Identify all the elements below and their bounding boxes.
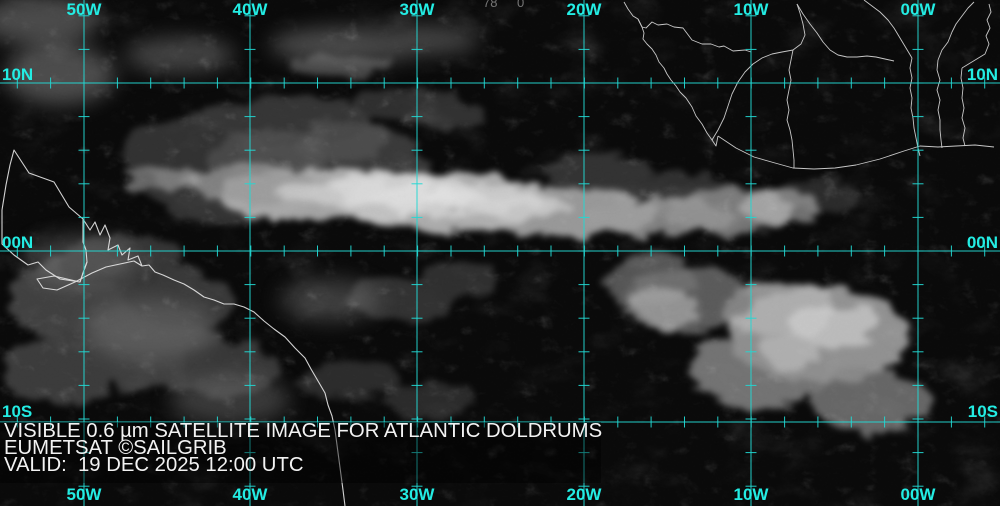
- svg-text:10N: 10N: [2, 65, 33, 84]
- svg-text:40W: 40W: [233, 0, 269, 19]
- svg-text:10N: 10N: [967, 65, 998, 84]
- svg-text:20W: 20W: [567, 0, 603, 19]
- svg-text:10W: 10W: [734, 485, 770, 504]
- svg-text:10S: 10S: [968, 402, 998, 421]
- svg-text:00N: 00N: [967, 233, 998, 252]
- svg-text:00W: 00W: [901, 485, 937, 504]
- svg-text:20W: 20W: [567, 485, 603, 504]
- svg-text:00N: 00N: [2, 233, 33, 252]
- svg-text:0: 0: [517, 0, 524, 10]
- svg-text:78: 78: [483, 0, 497, 10]
- svg-text:30W: 30W: [400, 0, 436, 19]
- svg-text:VALID: 19 DEC 2025 12:00 UTC: VALID: 19 DEC 2025 12:00 UTC: [4, 454, 304, 476]
- svg-text:10W: 10W: [734, 0, 770, 19]
- svg-text:10S: 10S: [2, 402, 32, 421]
- svg-text:50W: 50W: [67, 485, 103, 504]
- svg-text:30W: 30W: [400, 485, 436, 504]
- svg-text:50W: 50W: [67, 0, 103, 19]
- svg-text:40W: 40W: [233, 485, 269, 504]
- svg-text:00W: 00W: [901, 0, 937, 19]
